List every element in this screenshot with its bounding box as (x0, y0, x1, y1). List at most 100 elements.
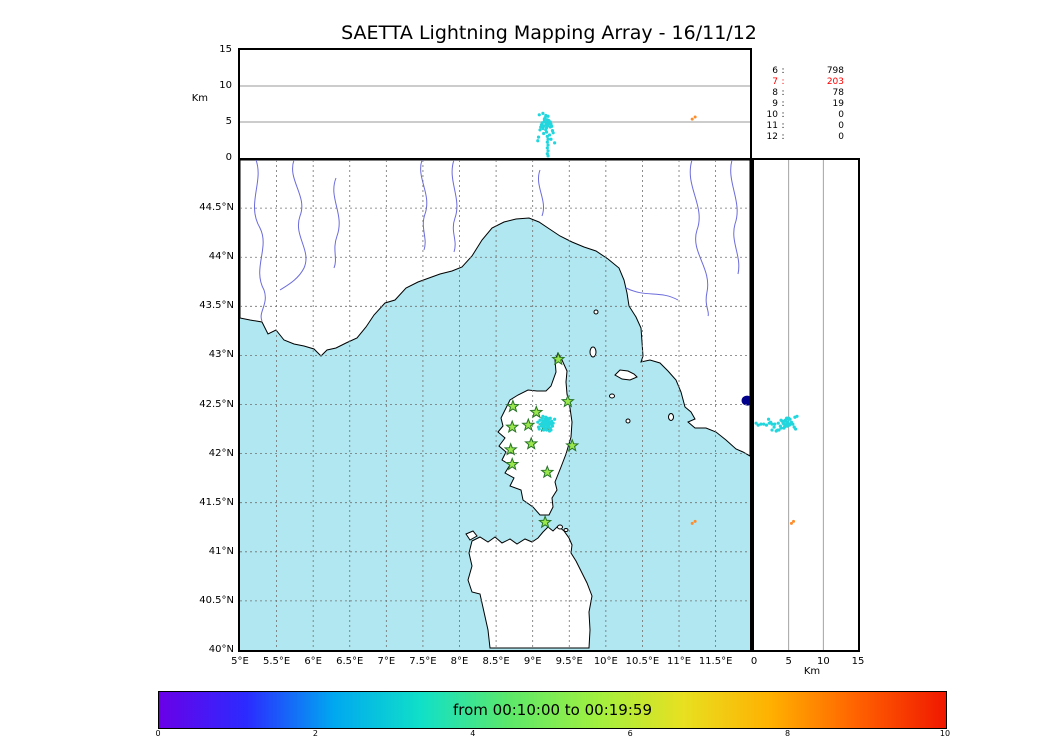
lightning-source (773, 422, 777, 426)
colorbar-tick-label: 2 (312, 729, 318, 738)
lightning-source (536, 135, 541, 139)
right-panel-alt-tick: 10 (816, 656, 830, 667)
lon-tick-label: 10.5°E (625, 656, 660, 667)
lightning-source (776, 421, 780, 425)
lightning-source (539, 422, 543, 426)
lightning-source (548, 416, 552, 420)
station-star-marker (505, 456, 520, 471)
station-star-marker (521, 417, 536, 432)
colorbar-tick-label: 8 (785, 729, 791, 738)
lightning-source (546, 421, 550, 425)
lon-tick-label: 6°E (304, 656, 322, 667)
lake-bolsena (741, 395, 750, 406)
right-panel-alt-tick: 0 (750, 656, 758, 667)
lightning-source (544, 130, 549, 134)
lightning-source (782, 419, 787, 423)
river (451, 160, 458, 253)
river (730, 160, 740, 275)
altitude-longitude-panel (238, 48, 752, 160)
island-elba (614, 369, 638, 381)
island-capraia (589, 346, 597, 358)
station-count-row: 7: 203 (762, 77, 844, 88)
coastline-sardinia (467, 525, 593, 649)
lightning-source (549, 137, 553, 141)
lightning-source-late (789, 521, 793, 525)
lat-tick-label: 43.5°N (199, 300, 234, 312)
station-star-marker (505, 399, 521, 413)
island-pianosa (609, 393, 615, 399)
lon-tick-label: 9.5°E (555, 656, 583, 667)
lightning-source (754, 421, 758, 425)
top-panel-alt-tick: 15 (219, 44, 232, 55)
lightning-source (546, 137, 550, 141)
lon-tick-label: 7°E (377, 656, 396, 667)
station-count-n: 12 (766, 132, 778, 142)
lat-tick-label: 40.5°N (199, 594, 234, 606)
colorbar-tick-label: 0 (155, 729, 161, 738)
station-star-marker (551, 351, 566, 366)
landmass-group (240, 160, 750, 649)
lightning-source (778, 424, 782, 428)
station-count-value: 798 (826, 66, 844, 76)
coastline-corsica (497, 351, 573, 516)
island-maddalena-2 (563, 528, 569, 532)
station-count-colon: : (781, 132, 785, 142)
altitude-latitude-panel (752, 158, 860, 652)
top-panel-alt-tick: 5 (225, 116, 232, 127)
river (254, 160, 266, 322)
right-panel-alt-tick: 5 (785, 656, 792, 667)
station-count-value: 19 (832, 99, 844, 109)
lon-tick-label: 5°E (231, 656, 249, 667)
lightning-source (794, 427, 798, 431)
station-count-stats: 6: 798 7: 203 8: 78 9: 19 10: 0 11: 0 12: 0 (762, 66, 844, 143)
lake-group (741, 395, 750, 406)
lightning-source (538, 418, 542, 422)
station-count-n: 10 (766, 110, 778, 120)
lightning-source (795, 414, 799, 418)
top-panel-alt-tick: 10 (219, 80, 232, 91)
lightning-source (550, 424, 555, 428)
lat-tick-label: 41.5°N (199, 496, 234, 508)
station-count-colon: : (781, 110, 785, 120)
lon-tick-label: 11.5°E (698, 656, 733, 667)
lightning-source (540, 122, 544, 126)
lat-tick-label: 44.5°N (199, 202, 234, 214)
island-maddalena (557, 524, 563, 530)
lon-tick-label: 7.5°E (409, 656, 437, 667)
lat-tick-label: 41°N (208, 545, 234, 557)
lightning-source (784, 416, 789, 420)
station-star-marker (565, 438, 580, 452)
lightning-source (536, 420, 540, 424)
station-count-row: 11: 0 (762, 121, 844, 132)
station-star-marker (538, 514, 553, 529)
lon-tick-label: 8.5°E (482, 656, 510, 667)
time-colorbar: from 00:10:00 to 00:19:59 (158, 691, 947, 729)
lightning-source (542, 131, 546, 136)
island-montecristo (625, 418, 631, 424)
station-count-value: 0 (838, 132, 844, 142)
lightning-source (550, 124, 554, 128)
lightning-source (774, 429, 778, 433)
lightning-source (545, 146, 549, 150)
river-arno (625, 287, 679, 301)
lon-tick-label: 5.5°E (262, 656, 291, 667)
river (420, 160, 428, 251)
lightning-source (537, 427, 541, 431)
station-star-marker (503, 442, 518, 456)
lightning-source (553, 141, 557, 145)
lon-tick-label: 11°E (666, 656, 692, 667)
station-count-row: 10: 0 (762, 110, 844, 121)
river (279, 160, 307, 291)
colorbar-tick-label: 4 (470, 729, 476, 738)
colorbar-label: from 00:10:00 to 00:19:59 (452, 701, 652, 719)
lightning-source (539, 125, 543, 129)
lat-tick-label: 43°N (208, 349, 234, 361)
lat-tick-label: 40°N (208, 644, 234, 655)
lon-tick-label: 6.5°E (336, 656, 364, 667)
island-giglio (668, 413, 674, 421)
right-panel-xlabel: Km (803, 666, 821, 677)
lightning-source (545, 121, 549, 126)
altitude-latitude-plot (754, 160, 824, 650)
station-star-marker (505, 419, 520, 434)
